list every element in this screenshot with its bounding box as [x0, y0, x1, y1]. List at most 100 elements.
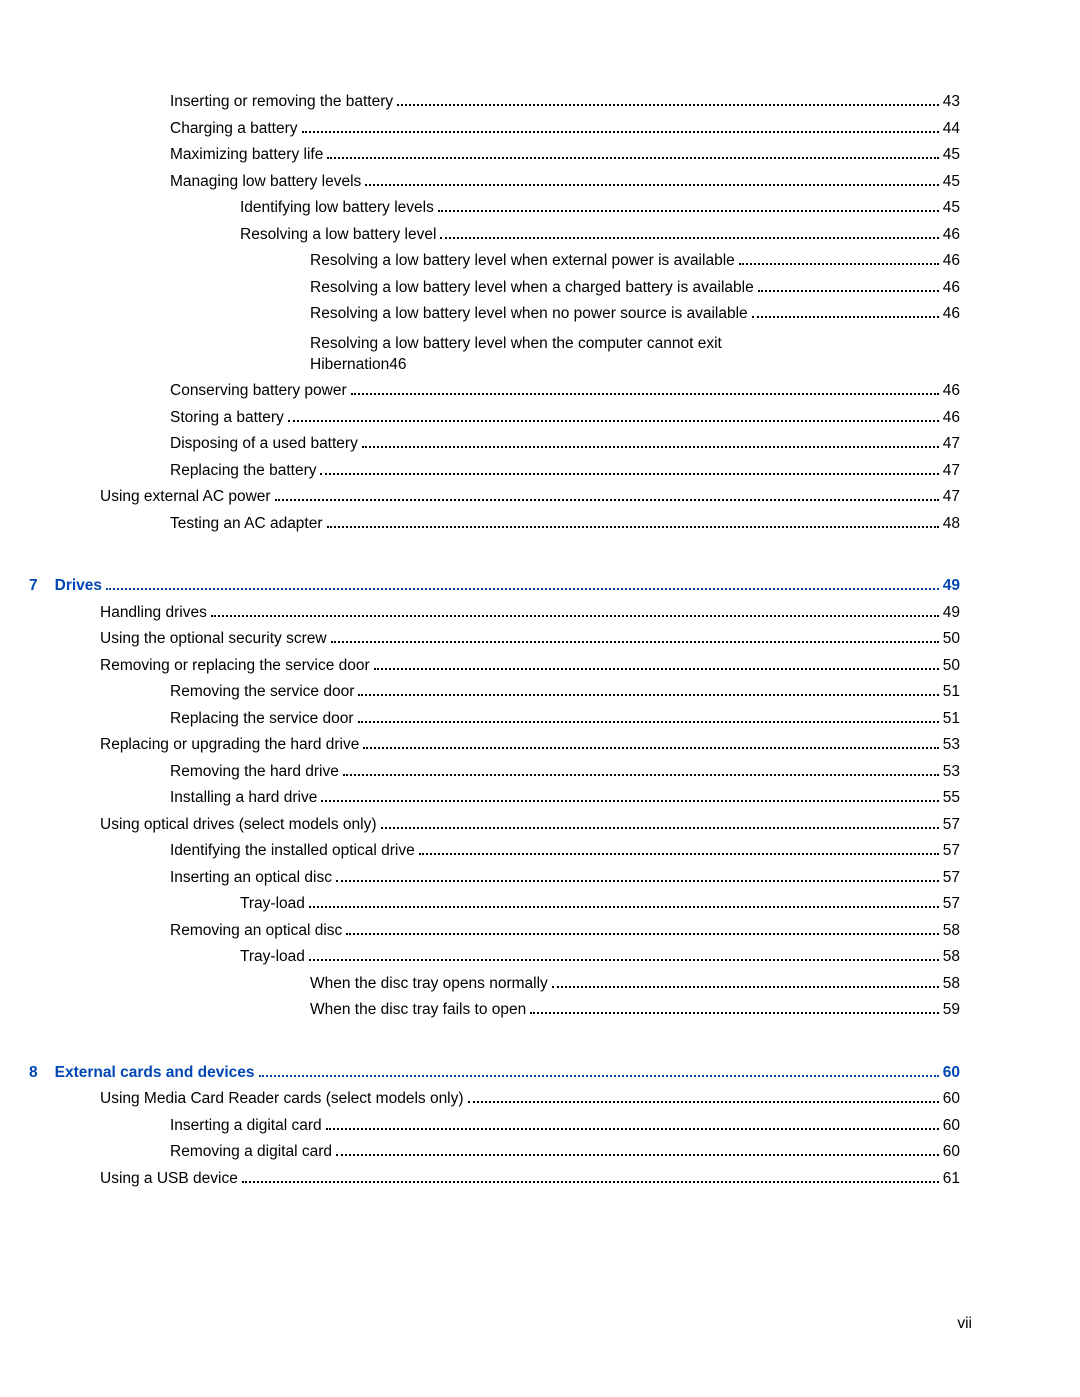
toc-entry-row[interactable]: Identifying low battery levels45 — [240, 199, 960, 217]
toc-entry-row[interactable]: Using optical drives (select models only… — [100, 816, 960, 834]
toc-entry-page: 57 — [943, 895, 960, 913]
toc-entry-row[interactable]: Inserting a digital card60 — [170, 1117, 960, 1135]
toc-entry-row[interactable]: Inserting an optical disc57 — [170, 869, 960, 887]
toc-entry-label: Removing an optical disc — [170, 922, 342, 940]
toc-entry-row[interactable]: Storing a battery 46 — [170, 409, 960, 427]
toc-chapter-label: Drives — [55, 577, 102, 595]
toc-entry-label: Maximizing battery life — [170, 146, 323, 164]
toc-entry-page: 59 — [943, 1001, 960, 1019]
dot-leader — [309, 906, 939, 908]
dot-leader — [397, 104, 939, 106]
toc-entry-row[interactable]: Using Media Card Reader cards (select mo… — [100, 1090, 960, 1108]
toc-entry-row[interactable]: Charging a battery44 — [170, 120, 960, 138]
toc-entry-row[interactable]: Identifying the installed optical drive5… — [170, 842, 960, 860]
toc-entry-row[interactable]: When the disc tray fails to open 59 — [310, 1001, 960, 1019]
dot-leader — [321, 800, 938, 802]
toc-entry-row[interactable]: When the disc tray opens normally58 — [310, 975, 960, 993]
toc-entry-page: 46 — [943, 382, 960, 400]
toc-entry-row[interactable]: Removing an optical disc58 — [170, 922, 960, 940]
toc-entry-row[interactable]: Disposing of a used battery47 — [170, 435, 960, 453]
toc-entry-row[interactable]: Removing or replacing the service door50 — [100, 657, 960, 675]
toc-entry-label: Replacing the battery — [170, 462, 316, 480]
toc-entry-label: Installing a hard drive — [170, 789, 317, 807]
toc-entry-label: Storing a battery — [170, 409, 284, 427]
toc-entry-row[interactable]: Resolving a low battery level when a cha… — [310, 279, 960, 297]
toc-entry-label: Resolving a low battery level — [240, 226, 436, 244]
toc-entry-page: 50 — [943, 657, 960, 675]
dot-leader — [363, 747, 938, 749]
toc-entry-page: 46 — [389, 356, 406, 374]
dot-leader — [336, 880, 939, 882]
toc-entry-row[interactable]: Maximizing battery life45 — [170, 146, 960, 164]
toc-entry-row[interactable]: Testing an AC adapter48 — [170, 515, 960, 533]
toc-entry-page: 57 — [943, 816, 960, 834]
toc-entry-page: 50 — [943, 630, 960, 648]
toc-entry-page: 57 — [943, 842, 960, 860]
toc-entry-label: Using external AC power — [100, 488, 271, 506]
toc-entry-row[interactable]: Resolving a low battery level46 — [240, 226, 960, 244]
toc-entry-row[interactable]: Removing a digital card60 — [170, 1143, 960, 1161]
dot-leader — [275, 499, 939, 501]
toc-entry-label: When the disc tray fails to open — [310, 1001, 526, 1019]
dot-leader — [552, 986, 939, 988]
page-number: vii — [957, 1315, 972, 1333]
toc-entry-page: 57 — [943, 869, 960, 887]
toc-entry-label: Tray-load — [240, 948, 305, 966]
dot-leader — [752, 316, 939, 318]
toc-entry-page: 48 — [943, 515, 960, 533]
toc-entry-row[interactable]: Resolving a low battery level when the c… — [310, 332, 960, 374]
toc-entry-page: 51 — [943, 710, 960, 728]
toc-entry-page: 44 — [943, 120, 960, 138]
dot-leader — [259, 1075, 939, 1077]
toc-chapter-number: 8 — [29, 1064, 44, 1082]
dot-leader — [320, 473, 938, 475]
toc-entry-row[interactable]: Using external AC power47 — [100, 488, 960, 506]
toc-entry-row[interactable]: Tray-load57 — [240, 895, 960, 913]
dot-leader — [358, 721, 939, 723]
toc-entry-row[interactable]: Using the optional security screw 50 — [100, 630, 960, 648]
dot-leader — [211, 615, 939, 617]
toc-entry-row[interactable]: Using a USB device61 — [100, 1170, 960, 1188]
dot-leader — [351, 393, 939, 395]
dot-leader — [302, 131, 939, 133]
toc-entry-row[interactable]: Replacing the service door51 — [170, 710, 960, 728]
toc-page: Inserting or removing the battery 43 Charg… — [100, 93, 960, 1196]
toc-entry-row[interactable]: Resolving a low battery level when exter… — [310, 252, 960, 270]
toc-chapter-row[interactable]: 8 External cards and devices 60 — [29, 1064, 960, 1082]
toc-chapter-row[interactable]: 7 Drives49 — [29, 577, 960, 595]
toc-chapter-page: 60 — [943, 1064, 960, 1082]
section-gap — [100, 541, 960, 577]
section-gap — [100, 1028, 960, 1064]
toc-entry-page: 60 — [943, 1143, 960, 1161]
toc-entry-page: 46 — [943, 409, 960, 427]
toc-entry-page: 60 — [943, 1090, 960, 1108]
toc-entry-row[interactable]: Removing the hard drive53 — [170, 763, 960, 781]
toc-entry-row[interactable]: Tray-load58 — [240, 948, 960, 966]
toc-entry-page: 47 — [943, 435, 960, 453]
toc-entry-label: Using the optional security screw — [100, 630, 327, 648]
toc-entry-label: Inserting or removing the battery — [170, 93, 393, 111]
toc-entry-row[interactable]: Resolving a low battery level when no po… — [310, 305, 960, 323]
toc-entry-row[interactable]: Inserting or removing the battery 43 — [170, 93, 960, 111]
toc-chapter-number: 7 — [29, 577, 44, 595]
toc-entry-row[interactable]: Removing the service door51 — [170, 683, 960, 701]
toc-entry-page: 53 — [943, 763, 960, 781]
toc-entry-page: 43 — [943, 93, 960, 111]
toc-entry-label: Resolving a low battery level when a cha… — [310, 279, 754, 297]
toc-entry-label: Conserving battery power — [170, 382, 347, 400]
toc-entry-row[interactable]: Conserving battery power 46 — [170, 382, 960, 400]
toc-entry-row[interactable]: Installing a hard drive55 — [170, 789, 960, 807]
toc-entry-row[interactable]: Handling drives49 — [100, 604, 960, 622]
dot-leader — [374, 668, 939, 670]
toc-chapter-label: External cards and devices — [55, 1064, 255, 1082]
toc-entry-row[interactable]: Managing low battery levels45 — [170, 173, 960, 191]
toc-entry-row[interactable]: Replacing the battery47 — [170, 462, 960, 480]
dot-leader — [326, 1128, 939, 1130]
dot-leader — [530, 1012, 938, 1014]
toc-entry-page: 46 — [943, 279, 960, 297]
toc-entry-row[interactable]: Replacing or upgrading the hard drive53 — [100, 736, 960, 754]
toc-entry-label: Using Media Card Reader cards (select mo… — [100, 1090, 464, 1108]
dot-leader — [288, 420, 939, 422]
dot-leader — [362, 446, 939, 448]
toc-entry-label: Using optical drives (select models only… — [100, 816, 377, 834]
